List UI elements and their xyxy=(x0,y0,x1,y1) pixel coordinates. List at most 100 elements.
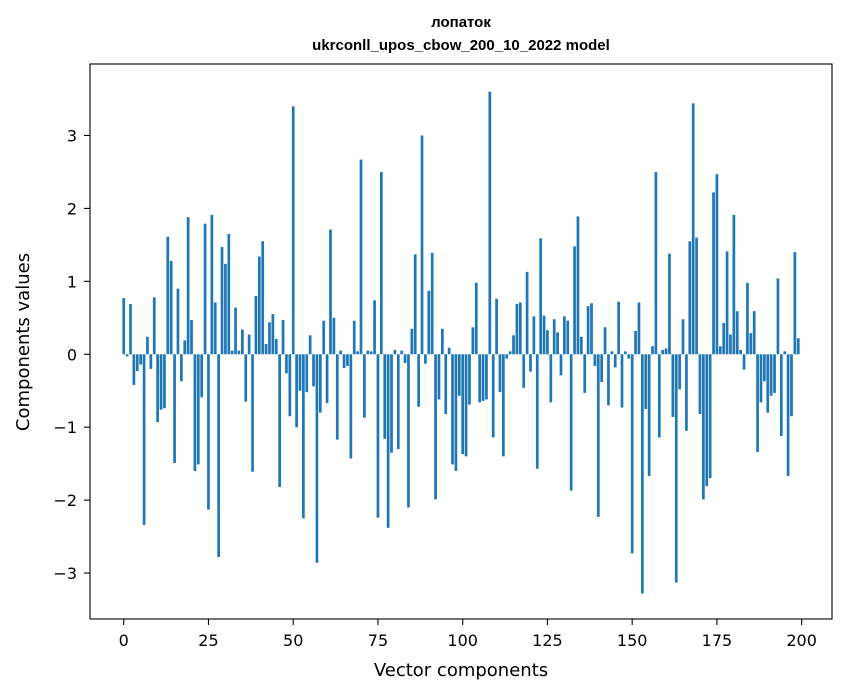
bar xyxy=(485,354,488,400)
bar xyxy=(779,354,783,436)
bar xyxy=(213,302,217,355)
bar xyxy=(651,346,654,355)
bar xyxy=(278,354,282,487)
bar xyxy=(369,351,373,355)
bar xyxy=(230,350,234,355)
bar xyxy=(729,334,732,355)
bar xyxy=(688,241,692,355)
bar xyxy=(196,354,200,465)
bar xyxy=(495,298,498,355)
bar xyxy=(427,290,431,355)
bar xyxy=(654,171,658,355)
bar xyxy=(173,354,176,463)
bar xyxy=(447,347,451,355)
bar xyxy=(488,91,492,355)
bar xyxy=(620,354,624,408)
bar xyxy=(678,354,681,390)
bar xyxy=(332,317,336,355)
bar xyxy=(227,233,231,355)
bar xyxy=(298,354,302,391)
bar xyxy=(661,349,665,355)
bar xyxy=(288,354,292,417)
bar xyxy=(732,214,736,355)
bar xyxy=(508,351,512,355)
bar xyxy=(224,263,227,355)
bar xyxy=(525,271,529,355)
bar xyxy=(725,251,729,355)
bar xyxy=(156,354,159,423)
bar xyxy=(356,351,359,355)
bar xyxy=(590,303,593,355)
bar xyxy=(474,282,478,355)
x-axis-label: Vector components xyxy=(374,660,548,681)
bar xyxy=(403,354,407,364)
bar xyxy=(390,354,393,453)
bar xyxy=(763,354,766,382)
bar xyxy=(373,300,376,355)
bar xyxy=(302,354,305,519)
bar xyxy=(569,354,573,491)
bar xyxy=(739,349,742,355)
bar xyxy=(464,354,468,457)
bar xyxy=(749,333,753,355)
bar xyxy=(559,354,563,376)
bar xyxy=(417,354,420,407)
bar xyxy=(342,354,346,369)
bar xyxy=(752,311,756,355)
x-tick-label: 50 xyxy=(283,631,303,650)
bar xyxy=(515,303,519,355)
y-tick-label: −1 xyxy=(53,418,77,437)
x-tick-label: 200 xyxy=(786,631,817,650)
bar xyxy=(152,297,156,355)
bar xyxy=(539,238,543,355)
bar xyxy=(681,319,685,355)
bar xyxy=(546,330,549,355)
x-tick-label: 150 xyxy=(617,631,648,650)
bar xyxy=(244,354,248,402)
bar xyxy=(512,335,515,355)
y-tick-label: −3 xyxy=(53,564,77,583)
bar xyxy=(695,237,698,355)
bar xyxy=(637,302,641,355)
bar xyxy=(166,236,170,355)
x-tick-label: 75 xyxy=(368,631,388,650)
bar xyxy=(759,354,763,403)
bar xyxy=(241,329,244,355)
x-tick-label: 175 xyxy=(702,631,733,650)
bar xyxy=(220,247,224,355)
bar xyxy=(430,252,434,355)
bar xyxy=(183,340,187,355)
bar xyxy=(698,354,702,415)
bar xyxy=(349,354,353,459)
bar xyxy=(461,354,465,455)
bar xyxy=(434,354,437,500)
bar xyxy=(705,354,709,487)
bar xyxy=(542,315,546,355)
bar xyxy=(359,159,363,355)
bar xyxy=(400,350,404,355)
bar xyxy=(413,254,417,355)
bar xyxy=(579,336,583,355)
bar xyxy=(217,354,220,558)
x-tick-label: 125 xyxy=(532,631,563,650)
bar xyxy=(135,354,139,372)
bar xyxy=(552,319,556,355)
bar xyxy=(261,241,265,355)
bar xyxy=(325,354,329,404)
bar xyxy=(664,348,668,355)
bar xyxy=(624,351,627,355)
bar xyxy=(491,354,495,438)
bar xyxy=(247,334,251,355)
bar xyxy=(505,354,509,359)
chart-title: лопаток xyxy=(431,14,491,31)
bar xyxy=(234,307,237,355)
bar xyxy=(312,354,315,387)
bar xyxy=(315,354,319,563)
bar xyxy=(281,319,285,355)
bar xyxy=(790,354,793,417)
bar xyxy=(335,354,339,440)
bar xyxy=(383,354,387,439)
bar xyxy=(766,354,770,413)
bar xyxy=(712,192,715,355)
bar xyxy=(573,246,576,355)
